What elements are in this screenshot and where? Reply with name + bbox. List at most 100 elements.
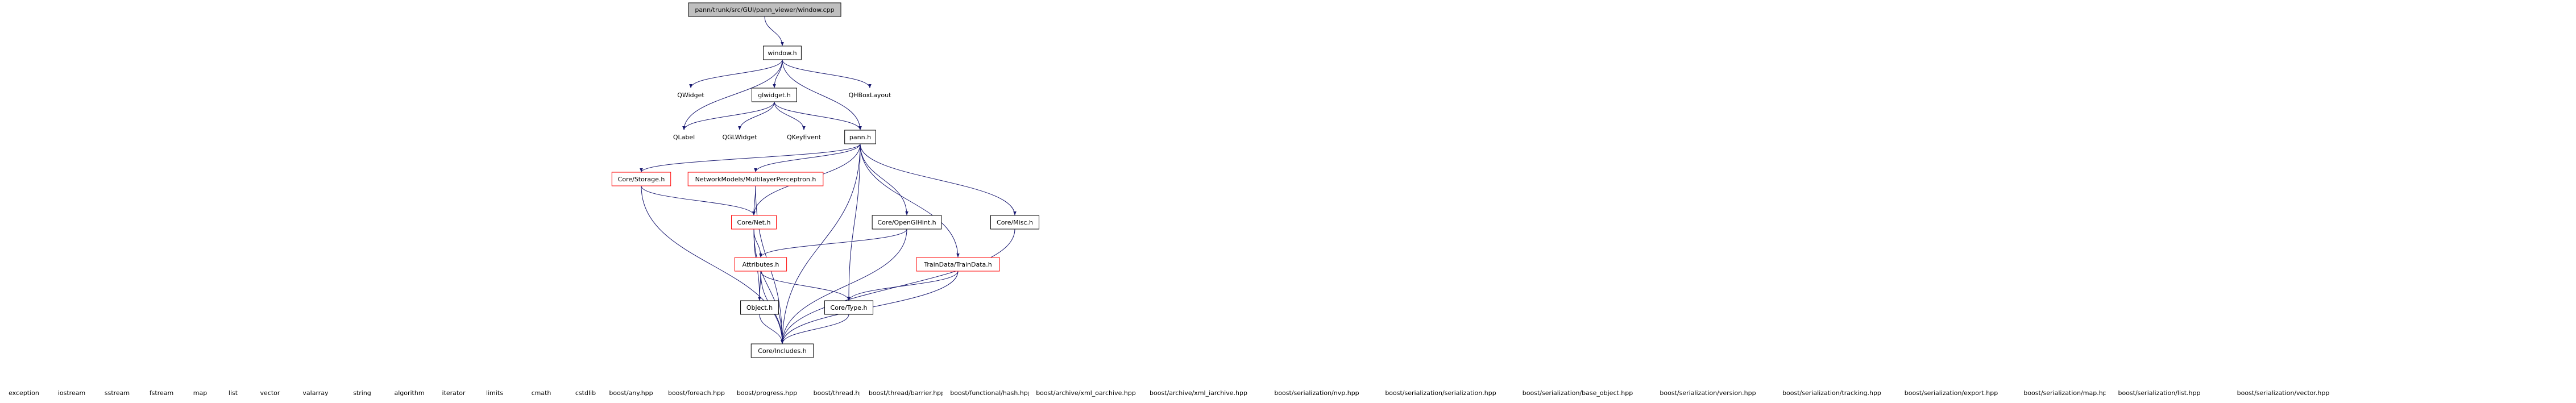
node-box: [144, 386, 179, 400]
node-box: [346, 386, 378, 400]
node-label: map: [193, 389, 207, 397]
node-label: Core/Storage.h: [618, 176, 665, 183]
edge-window_h-to-QHBoxLayout: [782, 59, 872, 89]
node-box: [916, 257, 1000, 272]
node-b23: boost/serialization/serialization.hpp: [1371, 386, 1510, 400]
node-label: Core/Includes.h: [758, 347, 806, 355]
node-label: exception: [9, 389, 39, 397]
edge-CoreStorage-to-CoreNet: [641, 185, 756, 216]
edge-CoreType-to-CoreIncludes: [781, 314, 849, 344]
node-label: boost/serialization/export.hpp: [1905, 389, 1998, 397]
node-b16: boost/progress.hpp: [731, 386, 803, 400]
node-box: [687, 172, 824, 186]
node-b29: boost/serialization/list.hpp: [2105, 386, 2213, 400]
node-box: [942, 386, 1040, 400]
node-b5: list: [221, 386, 246, 400]
node-label: boost/progress.hpp: [737, 389, 797, 397]
edge-TrainData-to-CoreType: [847, 271, 959, 301]
node-b21: boost/archive/xml_iarchive.hpp: [1141, 386, 1256, 400]
node-QKeyEvent: QKeyEvent: [783, 130, 825, 144]
node-box: [860, 386, 954, 400]
node-box: [731, 215, 777, 230]
node-b30: boost/serialization/vector.hpp: [2226, 386, 2341, 400]
node-box: [611, 172, 671, 186]
node-label: boost/thread.hpp: [814, 389, 868, 397]
node-box: [844, 130, 876, 144]
node-b6: vector: [254, 386, 286, 400]
node-b18: boost/thread/barrier.hpp: [860, 386, 954, 400]
node-QHBoxLayout: QHBoxLayout: [845, 88, 894, 102]
node-label: glwidget.h: [758, 92, 791, 99]
edge-pann_h-to-CoreStorage: [640, 143, 861, 173]
node-Object: Object.h: [740, 300, 779, 315]
node-label: pann.h: [849, 134, 871, 141]
node-label: vector: [260, 389, 280, 397]
node-box: [296, 386, 335, 400]
node-b28: boost/serialization/map.hpp: [2015, 386, 2119, 400]
node-box: [254, 386, 286, 400]
node-box: [2226, 386, 2341, 400]
node-QWidget: QWidget: [673, 88, 708, 102]
node-layer: pann/trunk/src/GUI/pann_viewer/window.cp…: [3, 2, 2341, 400]
node-b10: iterator: [434, 386, 473, 400]
node-box: [1141, 386, 1256, 400]
node-label: Core/Misc.h: [997, 219, 1033, 226]
node-box: [824, 300, 874, 315]
edge-CoreOpenGlHint-to-CoreIncludes: [781, 228, 907, 344]
node-b9: algorithm: [388, 386, 430, 400]
node-QGLWidget: QGLWidget: [719, 130, 761, 144]
node-label: boost/serialization/list.hpp: [2118, 389, 2200, 397]
node-label: Object.h: [746, 304, 773, 311]
edge-Attributes-to-Object: [758, 271, 761, 301]
node-label: boost/serialization/tracking.hpp: [1782, 389, 1881, 397]
edge-Object-to-CoreIncludes: [759, 314, 784, 344]
edge-CoreStorage-to-CoreIncludes: [641, 185, 784, 344]
node-box: [2105, 386, 2213, 400]
node-label: boost/archive/xml_oarchive.hpp: [1036, 389, 1136, 397]
node-box: [603, 386, 659, 400]
node-box: [990, 215, 1040, 230]
node-label: boost/thread/barrier.hpp: [869, 389, 945, 397]
node-b24: boost/serialization/base_object.hpp: [1512, 386, 1644, 400]
node-label: string: [353, 389, 371, 397]
edge-pann_h-to-CoreOpenGlHint: [860, 143, 909, 216]
node-label: QGLWidget: [722, 134, 757, 141]
node-box: [662, 386, 731, 400]
node-CoreStorage: Core/Storage.h: [611, 172, 671, 186]
edge-glwidget_h-to-pann_h: [774, 101, 862, 131]
node-box: [2015, 386, 2119, 400]
node-box: [52, 386, 91, 400]
node-label: limits: [486, 389, 503, 397]
node-b25: boost/serialization/version.hpp: [1649, 386, 1767, 400]
node-box: [719, 130, 761, 144]
edge-window_h-to-pann_h: [782, 59, 862, 131]
node-b12: cmath: [527, 386, 555, 400]
node-label: algorithm: [394, 389, 424, 397]
node-label: boost/serialization/map.hpp: [2023, 389, 2110, 397]
node-b8: string: [346, 386, 378, 400]
node-box: [1649, 386, 1767, 400]
node-box: [740, 300, 779, 315]
node-box: [750, 343, 814, 358]
node-b4: map: [189, 386, 211, 400]
node-b15: boost/foreach.hpp: [662, 386, 731, 400]
edge-Attributes-to-CoreType: [760, 271, 851, 301]
node-box: [189, 386, 211, 400]
node-label: Attributes.h: [742, 261, 779, 268]
node-TrainData: TrainData/TrainData.h: [916, 257, 1000, 272]
node-label: boost/serialization/nvp.hpp: [1274, 389, 1359, 397]
edge-glwidget_h-to-QGLWidget: [738, 101, 775, 131]
node-b1: iostream: [52, 386, 91, 400]
node-label: cstdlib: [575, 389, 596, 397]
node-box: [763, 45, 802, 60]
node-label: QKeyEvent: [787, 134, 822, 141]
node-box: [3, 386, 45, 400]
edge-pann_h-to-CoreType: [847, 143, 861, 301]
node-label: valarray: [302, 389, 329, 397]
node-label: TrainData/TrainData.h: [923, 261, 992, 268]
node-label: boost/foreach.hpp: [668, 389, 725, 397]
node-label: Core/Net.h: [737, 219, 771, 226]
node-label: iostream: [58, 389, 85, 397]
edge-glwidget_h-to-QKeyEvent: [774, 101, 806, 131]
node-label: fstream: [150, 389, 173, 397]
